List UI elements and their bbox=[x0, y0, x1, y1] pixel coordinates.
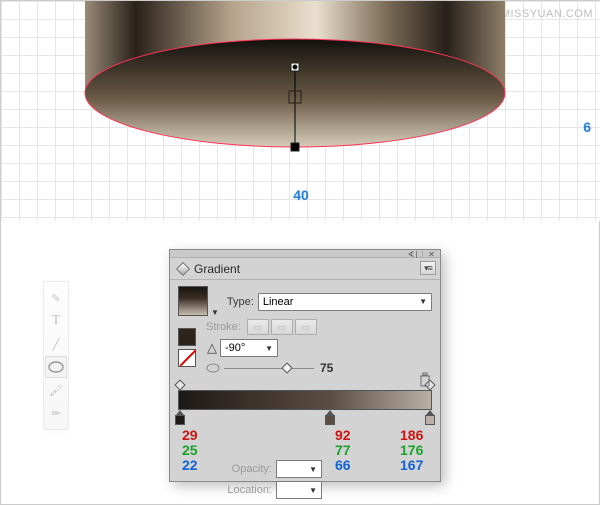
stop2-r: 92 bbox=[335, 428, 351, 443]
swatch-arrow-icon[interactable]: ▼ bbox=[211, 308, 219, 317]
chevron-down-icon: ▼ bbox=[419, 297, 427, 306]
gradient-swatch[interactable] bbox=[178, 286, 208, 316]
angle-field[interactable]: -90° ▼ bbox=[220, 339, 278, 357]
fill-swatch[interactable] bbox=[178, 328, 196, 346]
type-value: Linear bbox=[263, 296, 294, 308]
angle-icon: △ bbox=[206, 340, 218, 356]
aspect-slider[interactable] bbox=[224, 368, 314, 369]
dimension-height-label: 6 bbox=[583, 119, 591, 135]
stop1-b: 22 bbox=[182, 458, 198, 473]
panel-titlebar[interactable]: ∢∣ ✕ bbox=[170, 250, 440, 258]
collapse-icon[interactable]: ∢∣ bbox=[404, 250, 422, 258]
aspect-icon bbox=[206, 362, 220, 374]
artboard-canvas[interactable]: 思缘设计论坛 WWW.MISSYUAN.COM bbox=[1, 1, 600, 221]
opacity-field[interactable]: ▼ bbox=[276, 460, 322, 478]
stop3-r: 186 bbox=[400, 428, 423, 443]
type-select[interactable]: Linear ▼ bbox=[258, 293, 432, 311]
opacity-label: Opacity: bbox=[218, 463, 272, 475]
eyedropper-tool[interactable]: ✎ bbox=[45, 287, 67, 309]
pencil-tool[interactable]: ✏ bbox=[45, 402, 67, 424]
chevron-down-icon: ▼ bbox=[265, 344, 273, 353]
delete-stop-icon[interactable] bbox=[418, 372, 434, 388]
dimension-width-label: 40 bbox=[293, 187, 309, 203]
stop1-g: 25 bbox=[182, 443, 198, 458]
color-stop[interactable] bbox=[174, 410, 186, 425]
paintbrush-tool[interactable]: 🖌 bbox=[45, 379, 67, 401]
gradient-panel: ∢∣ ✕ Gradient ▾≡ ▼ Type: Linear ▼ bbox=[169, 249, 441, 482]
stop2-b: 66 bbox=[335, 458, 351, 473]
stroke-mode-1[interactable]: ▭ bbox=[247, 319, 269, 335]
gradient-tab-icon bbox=[176, 261, 190, 275]
gradient-bar[interactable] bbox=[178, 390, 432, 410]
color-stop[interactable] bbox=[424, 410, 436, 425]
stroke-swatch-none[interactable] bbox=[178, 349, 196, 367]
opacity-stop[interactable] bbox=[174, 379, 185, 390]
stop1-r: 29 bbox=[182, 428, 198, 443]
stroke-mode-3[interactable]: ▭ bbox=[295, 319, 317, 335]
color-stop[interactable] bbox=[324, 410, 336, 425]
line-segment-tool[interactable]: ╱ bbox=[45, 333, 67, 355]
type-tool[interactable]: T bbox=[45, 310, 67, 332]
gradient-ramp[interactable] bbox=[178, 381, 432, 428]
type-label: Type: bbox=[227, 296, 254, 308]
close-icon[interactable]: ✕ bbox=[422, 250, 440, 258]
ellipse-tool[interactable] bbox=[45, 356, 67, 378]
stroke-label: Stroke: bbox=[206, 321, 241, 333]
location-label: Location: bbox=[218, 484, 272, 496]
panel-title: Gradient bbox=[194, 262, 240, 276]
angle-value: -90° bbox=[225, 342, 245, 354]
location-field[interactable]: ▼ bbox=[276, 481, 322, 499]
stop3-g: 176 bbox=[400, 443, 423, 458]
stop3-b: 167 bbox=[400, 458, 423, 473]
stroke-mode-2[interactable]: ▭ bbox=[271, 319, 293, 335]
tools-toolbar: ✎ T ╱ 🖌 ✏ bbox=[43, 281, 69, 430]
stop2-g: 77 bbox=[335, 443, 351, 458]
aspect-value: 75 bbox=[320, 361, 333, 375]
panel-menu-button[interactable]: ▾≡ bbox=[420, 261, 436, 275]
panel-tab[interactable]: Gradient ▾≡ bbox=[170, 258, 440, 280]
